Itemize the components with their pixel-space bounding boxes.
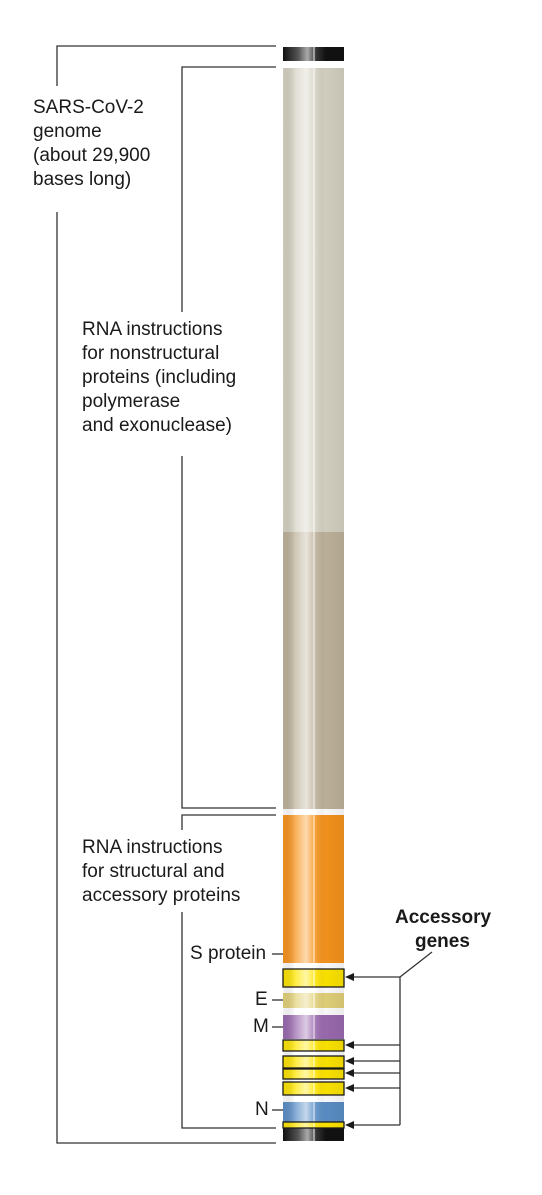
nonstructural-label-line-2: for nonstructural <box>82 343 220 364</box>
s-protein-label: S protein <box>190 943 267 964</box>
nonstructural-label: RNA instructions for nonstructural prote… <box>82 318 236 438</box>
nonstructural-bracket <box>181 66 276 312</box>
accessory-band-1-outline <box>282 968 345 988</box>
arrowhead-1 <box>345 973 354 981</box>
arrowhead-5 <box>345 1084 354 1092</box>
structural-label-line-3: accessory proteins <box>82 885 241 906</box>
genome-label-line-2: genome <box>33 121 102 142</box>
accessory-band-6-outline <box>282 1121 345 1129</box>
structural-label: RNA instructions for structural and acce… <box>82 836 240 908</box>
nonstructural-bracket-lower <box>181 456 276 809</box>
structural-label-line-1: RNA instructions <box>82 837 223 858</box>
structural-label-line-2: for structural and <box>82 861 225 882</box>
arrowheads <box>345 973 354 1129</box>
nonstructural-label-line-1: RNA instructions <box>82 319 223 340</box>
genome-label: SARS-CoV-2 genome (about 29,900 bases lo… <box>33 96 150 192</box>
genome-label-line-4: bases long) <box>33 169 132 190</box>
structural-bracket-lower <box>181 912 276 1129</box>
arrowhead-4 <box>345 1069 354 1077</box>
accessory-band-2-outline <box>282 1039 345 1052</box>
accessory-band-5-outline <box>282 1081 345 1096</box>
nonstructural-label-line-3: proteins (including <box>82 367 237 388</box>
genome-label-line-1: SARS-CoV-2 <box>33 97 144 118</box>
n-gene-label: N <box>255 1099 269 1120</box>
e-gene-label: E <box>255 989 268 1010</box>
accessory-label-line-1: Accessory <box>395 907 492 928</box>
m-gene-label: M <box>253 1016 269 1037</box>
nonstructural-label-line-5: and exonuclease) <box>82 415 232 436</box>
accessory-label-leader <box>399 951 433 978</box>
brackets <box>56 45 433 1144</box>
genome-tube <box>282 47 345 1141</box>
nonstructural-label-line-4: polymerase <box>82 391 181 412</box>
arrowhead-3 <box>345 1057 354 1065</box>
genome-label-line-3: (about 29,900 <box>33 145 151 166</box>
arrowhead-6 <box>345 1121 354 1129</box>
genome-bracket-lower <box>56 212 276 1144</box>
genome-bracket <box>56 45 276 86</box>
accessory-genes-label: Accessory genes <box>395 906 491 954</box>
accessory-band-4-outline <box>282 1068 345 1080</box>
accessory-band-3-outline <box>282 1055 345 1069</box>
structural-bracket <box>181 814 276 830</box>
accessory-label-line-2: genes <box>415 931 470 952</box>
arrowhead-2 <box>345 1041 354 1049</box>
